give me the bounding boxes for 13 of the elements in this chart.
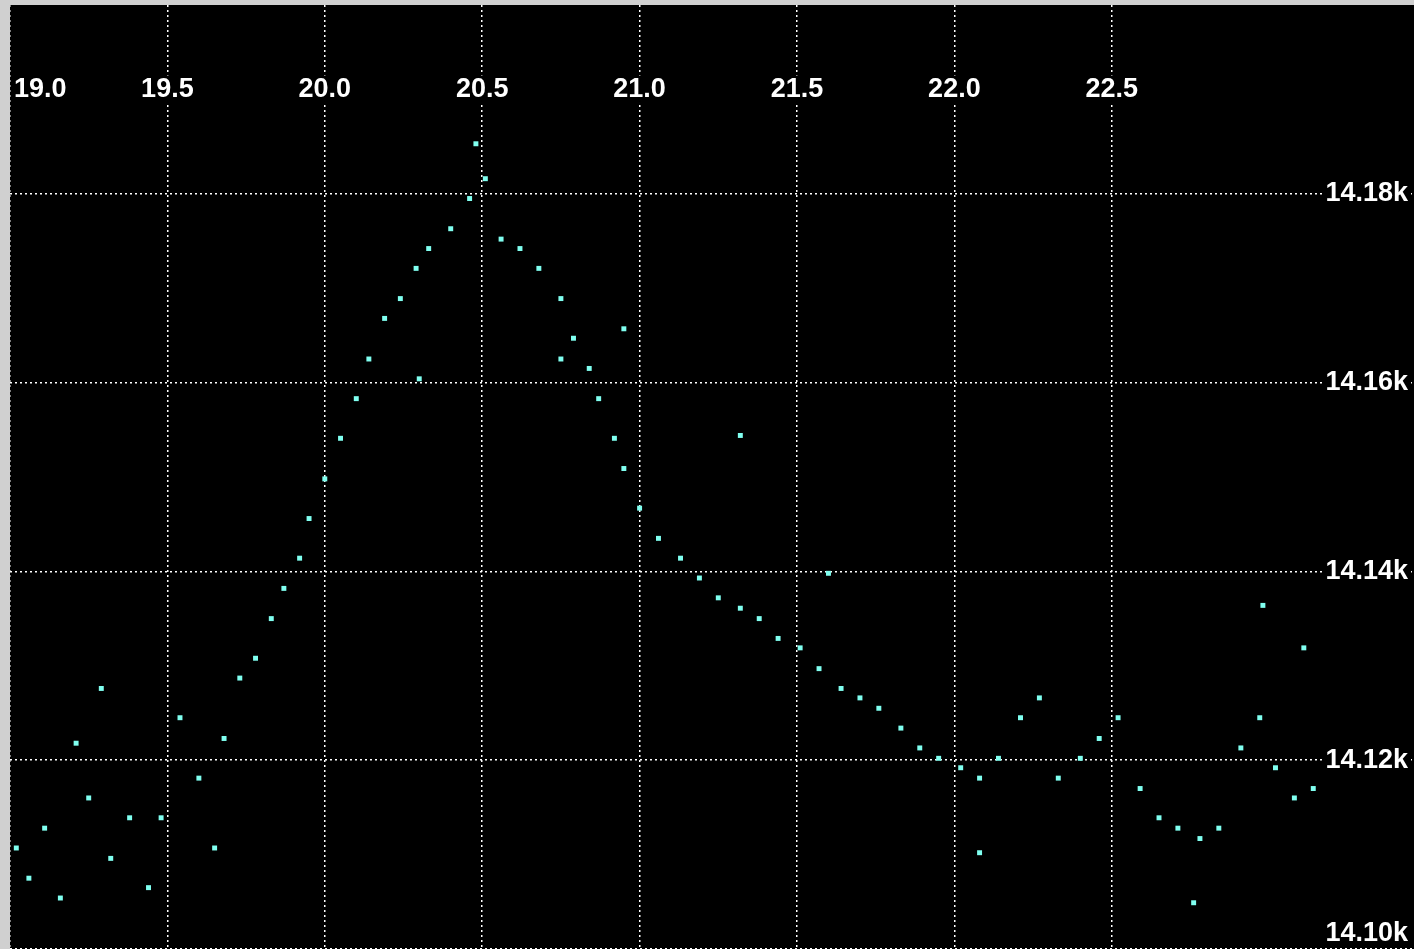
y-tick-label: 14.14k [1325,554,1409,585]
y-tick-label: 14.12k [1325,743,1409,774]
x-tick-label: 19.0 [13,73,67,104]
x-tick-label: 22.5 [1085,73,1139,104]
x-tick-label: 22.0 [928,73,981,104]
x-tick-label: 19.5 [141,73,194,104]
y-tick-label: 14.18k [1325,177,1409,208]
x-tick-label: 21.0 [613,73,666,104]
x-tick-label: 20.5 [455,73,509,104]
x-tick-label: 21.5 [770,73,824,104]
x-tick-label: 20.0 [298,73,352,104]
y-tick-label: 14.16k [1325,366,1409,397]
y-tick-label: 14.10k [1325,916,1409,947]
